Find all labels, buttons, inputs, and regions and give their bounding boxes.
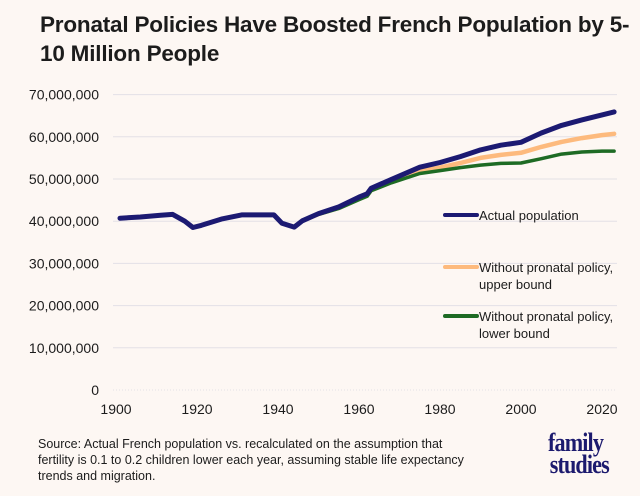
- x-tick-label: 1900: [100, 401, 131, 417]
- legend-item: Actual population: [443, 208, 579, 223]
- y-tick-label: 0: [91, 382, 99, 398]
- legend-item: Without pronatal policy, lower bound: [443, 309, 613, 341]
- x-tick-label: 1920: [181, 401, 212, 417]
- legend-label: upper bound: [479, 277, 552, 292]
- legend-label: Without pronatal policy,: [479, 260, 613, 275]
- x-tick-label: 2020: [586, 401, 617, 417]
- x-tick-label: 1940: [262, 401, 293, 417]
- logo-line-2: studies: [549, 450, 610, 479]
- y-tick-label: 50,000,000: [29, 171, 99, 187]
- series-line-actual: [117, 109, 617, 230]
- y-tick-label: 20,000,000: [29, 298, 99, 314]
- legend: Actual population Without pronatal policy…: [443, 208, 613, 341]
- x-tick-label: 2000: [505, 401, 536, 417]
- family-studies-logo: family studies: [548, 428, 625, 479]
- series-lines: [117, 109, 617, 230]
- logo-line-1: family: [548, 428, 604, 457]
- y-tick-label: 70,000,000: [29, 87, 99, 103]
- source-note: Source: Actual French population vs. rec…: [38, 437, 464, 483]
- chart-title: Pronatal Policies Have Boosted French Po…: [40, 12, 630, 66]
- legend-label: Without pronatal policy,: [479, 309, 613, 324]
- y-tick-label: 60,000,000: [29, 129, 99, 145]
- x-tick-label: 1960: [343, 401, 374, 417]
- x-axis: 1900 1920 1940 1960 1980 2000 2020: [100, 401, 617, 417]
- legend-label: Actual population: [479, 208, 579, 223]
- x-tick-label: 1980: [424, 401, 455, 417]
- gridlines: [113, 94, 617, 391]
- y-tick-label: 30,000,000: [29, 255, 99, 271]
- y-tick-label: 10,000,000: [29, 340, 99, 356]
- y-tick-label: 40,000,000: [29, 213, 99, 229]
- y-axis: 0 10,000,000 20,000,000 30,000,000 40,000,00…: [29, 87, 99, 398]
- legend-item: Without pronatal policy, upper bound: [443, 260, 613, 292]
- legend-label: lower bound: [479, 326, 550, 341]
